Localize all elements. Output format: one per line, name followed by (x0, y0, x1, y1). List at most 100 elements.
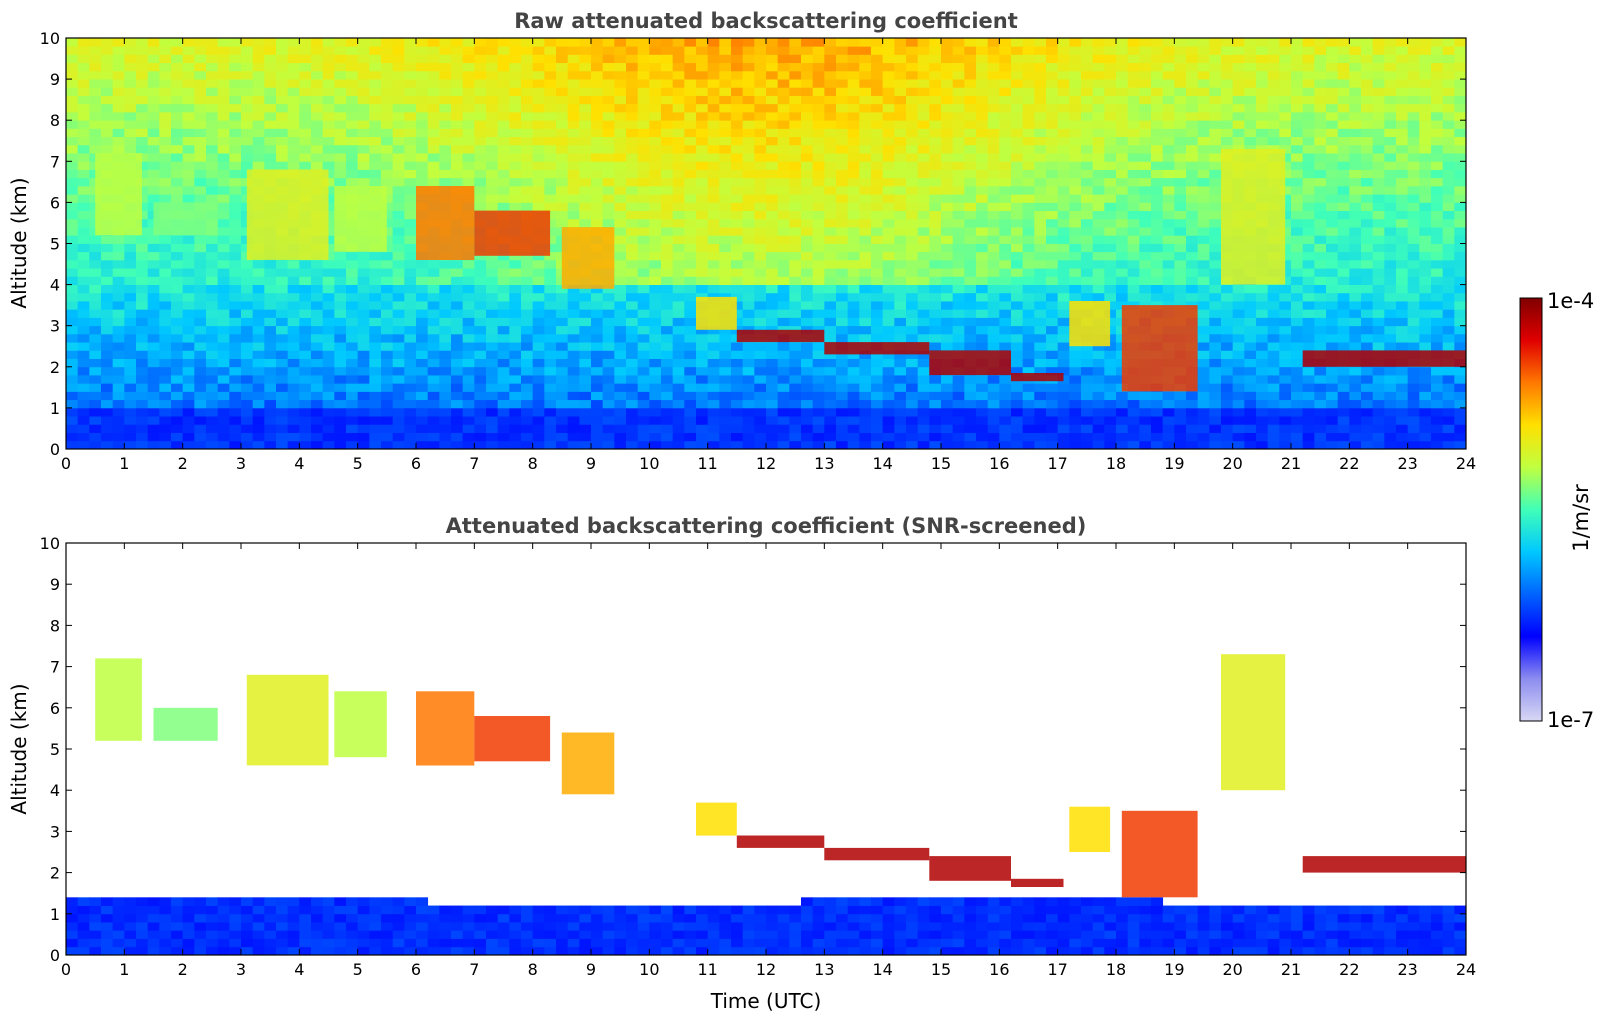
heatmap-cell (404, 292, 417, 302)
heatmap-cell (707, 251, 720, 261)
heatmap-cell (521, 128, 534, 138)
heatmap-cell (1069, 46, 1082, 55)
heatmap-cell (357, 62, 370, 72)
heatmap-cell (1116, 70, 1129, 80)
heatmap-cell (1081, 268, 1094, 277)
heatmap-cell (1069, 38, 1082, 47)
heatmap-cell (311, 375, 324, 384)
heatmap-cell (1011, 235, 1024, 244)
heatmap-cell (509, 251, 522, 261)
heatmap-cell (672, 144, 685, 154)
heatmap-cell (847, 440, 860, 450)
heatmap-cell (334, 169, 347, 179)
heatmap-cell (1092, 87, 1105, 96)
heatmap-cell (1011, 87, 1024, 96)
heatmap-cell (276, 292, 289, 302)
heatmap-cell (731, 62, 744, 72)
heatmap-cell (182, 161, 195, 170)
heatmap-cell (299, 62, 312, 72)
heatmap-cell (801, 194, 814, 203)
heatmap-cell (742, 87, 755, 96)
heatmap-cell (964, 276, 977, 285)
heatmap-cell (917, 128, 930, 138)
heatmap-cell (707, 284, 720, 294)
heatmap-cell (754, 194, 767, 203)
heatmap-cell (614, 292, 627, 302)
heatmap-cell (229, 38, 242, 47)
heatmap-cell (544, 333, 557, 343)
heatmap-cell (1022, 185, 1035, 195)
heatmap-cell (987, 194, 1000, 203)
heatmap-cell (952, 317, 965, 327)
heatmap-cell (1011, 366, 1024, 376)
heatmap-cell (847, 87, 860, 96)
heatmap-cell (1151, 153, 1164, 162)
heatmap-cell (894, 235, 907, 244)
heatmap-cell (906, 424, 919, 433)
heatmap-cell (894, 407, 907, 417)
heatmap-cell (964, 177, 977, 187)
heatmap-cell (474, 375, 487, 384)
heatmap-cell (987, 62, 1000, 72)
heatmap-cell (1022, 62, 1035, 72)
heatmap-cell (462, 350, 475, 359)
heatmap-cell (626, 62, 639, 72)
heatmap-cell (882, 366, 895, 376)
heatmap-cell (567, 103, 580, 113)
heatmap-cell (1151, 120, 1164, 129)
heatmap-cell (719, 169, 732, 179)
heatmap-cell (159, 416, 172, 425)
heatmap-cell (276, 391, 289, 401)
heatmap-cell (626, 268, 639, 277)
heatmap-cell (229, 366, 242, 376)
heatmap-cell (1057, 333, 1070, 343)
heatmap-cell (999, 309, 1012, 318)
heatmap-cell (1069, 161, 1082, 170)
heatmap-cell (999, 325, 1012, 335)
heatmap-cell (556, 79, 569, 88)
heatmap-cell (474, 432, 487, 442)
heatmap-cell (66, 70, 79, 80)
heatmap-cell (614, 375, 627, 384)
heatmap-cell (299, 111, 312, 121)
heatmap-cell (287, 350, 300, 359)
heatmap-cell (1034, 120, 1047, 129)
heatmap-cell (1197, 103, 1210, 113)
heatmap-cell (789, 46, 802, 55)
heatmap-cell (1139, 210, 1152, 220)
heatmap-cell (474, 194, 487, 203)
heatmap-cell (964, 284, 977, 294)
heatmap-cell (217, 210, 230, 220)
heatmap-cell (392, 218, 405, 228)
heatmap-cell (1022, 317, 1035, 327)
heatmap-cell (334, 432, 347, 442)
heatmap-cell (579, 399, 592, 409)
heatmap-cell (626, 276, 639, 285)
heatmap-cell (1151, 95, 1164, 105)
heatmap-cell (1209, 309, 1222, 318)
heatmap-cell (101, 440, 114, 450)
heatmap-cell (719, 284, 732, 294)
heatmap-cell (964, 309, 977, 318)
heatmap-cell (299, 432, 312, 442)
heatmap-cell (906, 325, 919, 335)
heatmap-cell (801, 38, 814, 47)
heatmap-cell (1209, 243, 1222, 253)
heatmap-cell (462, 317, 475, 327)
heatmap-cell (159, 383, 172, 392)
heatmap-cell (427, 87, 440, 96)
heatmap-cell (672, 79, 685, 88)
heatmap-cell (241, 407, 254, 417)
heatmap-cell (731, 276, 744, 285)
heatmap-cell (229, 79, 242, 88)
heatmap-cell (906, 111, 919, 121)
heatmap-cell (1092, 292, 1105, 302)
heatmap-cell (929, 185, 942, 195)
heatmap-cell (1197, 424, 1210, 433)
heatmap-cell (579, 309, 592, 318)
heatmap-cell (719, 218, 732, 228)
heatmap-cell (509, 259, 522, 269)
heatmap-cell (381, 268, 394, 277)
heatmap-cell (1104, 333, 1117, 343)
heatmap-cell (1186, 62, 1199, 72)
